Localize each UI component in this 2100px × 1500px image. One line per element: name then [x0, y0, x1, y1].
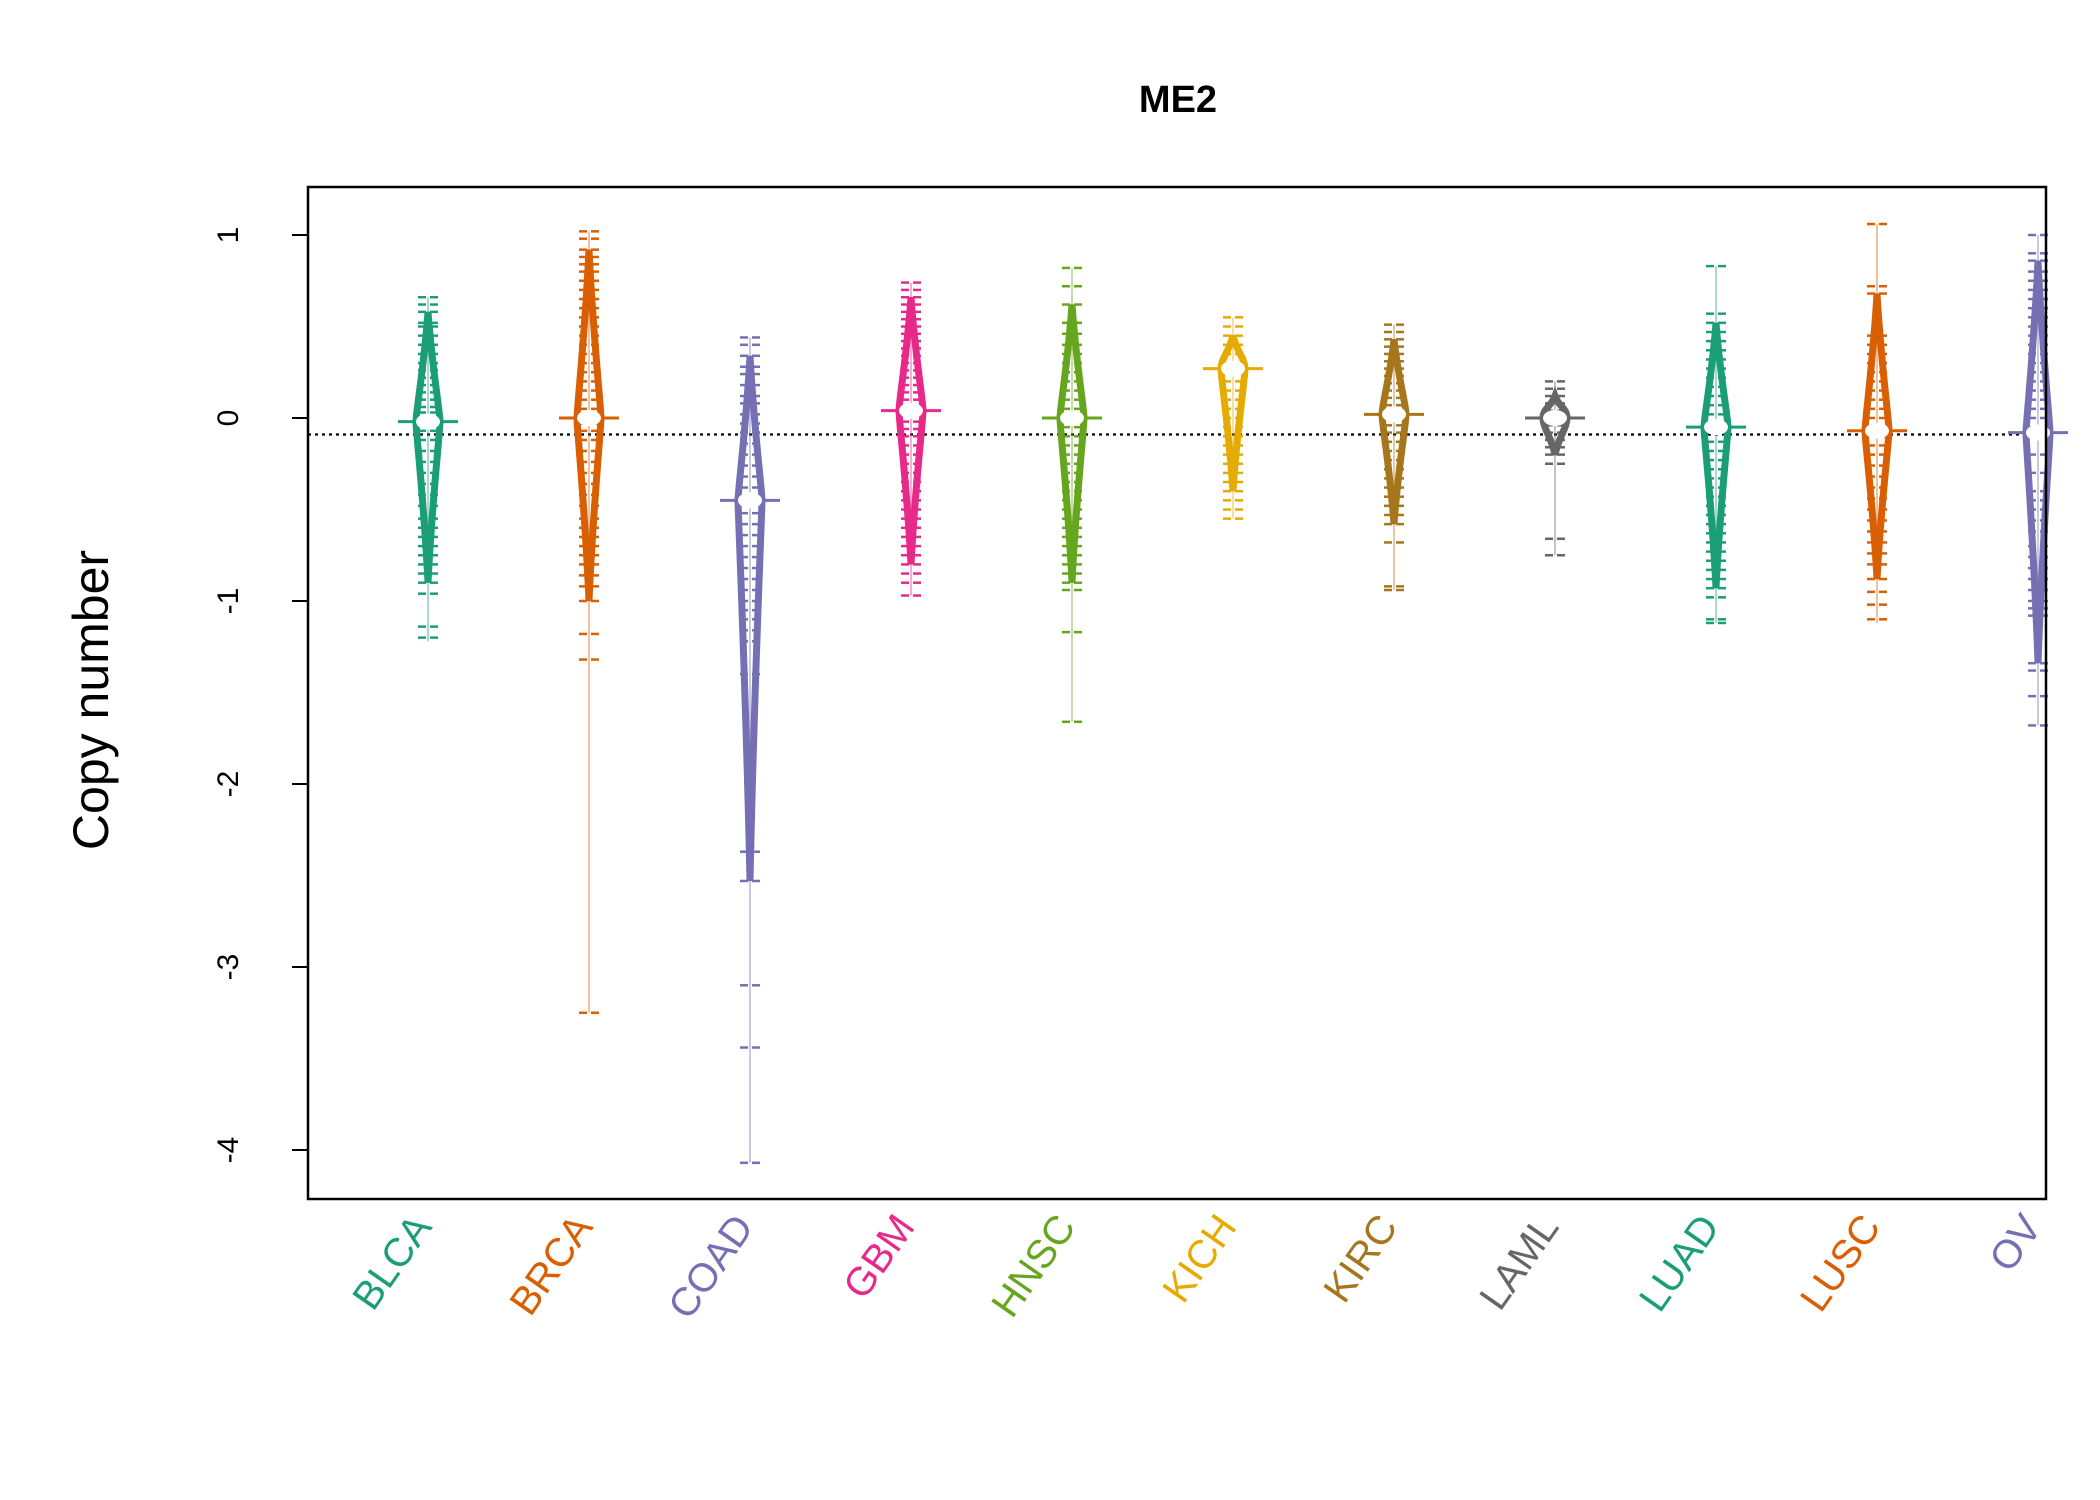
- bean-median-center: [1704, 419, 1728, 436]
- x-axis: BLCA BRCA COAD GBM HNSC KICH KIRC LAML LUAD LUSC O…: [344, 1207, 2050, 1327]
- bean-median-center: [1382, 406, 1406, 423]
- bean-hnsc: [1042, 266, 1102, 724]
- bean-ov: [2008, 233, 2068, 727]
- bean-blca: [398, 295, 458, 642]
- bean-lusc: [1847, 222, 1907, 623]
- bean-median-center: [1060, 410, 1084, 426]
- y-tick-label: -2: [212, 771, 245, 798]
- bean-luad: [1686, 264, 1746, 625]
- x-tick-label-gbm: GBM: [835, 1207, 923, 1307]
- bean-kich: [1203, 316, 1263, 520]
- bean-kirc: [1364, 323, 1424, 592]
- bean-median-center: [738, 492, 762, 509]
- y-axis: 1 0 -1 -2 -3 -4: [212, 227, 309, 1164]
- x-tick-label-kich: KICH: [1155, 1207, 1246, 1311]
- x-tick-label-luad: LUAD: [1631, 1207, 1728, 1320]
- y-axis-label: Copy number: [63, 550, 119, 850]
- y-tick-label: 1: [212, 227, 245, 244]
- x-tick-label-coad: COAD: [660, 1207, 762, 1327]
- bean-median-center: [2026, 424, 2050, 441]
- y-tick-label: -4: [212, 1137, 245, 1164]
- bean-median-center: [1543, 410, 1567, 426]
- x-tick-label-brca: BRCA: [502, 1207, 602, 1324]
- bean-gbm: [881, 281, 941, 597]
- bean-laml: [1525, 380, 1585, 557]
- bean-median-center: [899, 402, 923, 419]
- bean-median-center: [1865, 422, 1889, 439]
- x-tick-label-hnsc: HNSC: [983, 1207, 1084, 1325]
- x-tick-label-blca: BLCA: [344, 1207, 440, 1318]
- y-tick-label: -1: [212, 588, 245, 615]
- bean-median-center: [577, 410, 601, 426]
- x-tick-label-ov: OV: [1981, 1207, 2050, 1280]
- plot-frame: [306, 185, 2048, 1201]
- bean-median-center: [1221, 360, 1245, 377]
- bean-brca: [559, 230, 619, 1014]
- x-tick-label-laml: LAML: [1471, 1207, 1567, 1318]
- y-tick-label: -3: [212, 954, 245, 981]
- chart-title: ME2: [1139, 79, 1217, 121]
- x-tick-label-lusc: LUSC: [1792, 1207, 1889, 1320]
- y-tick-label: 0: [212, 410, 245, 427]
- bean-coad: [720, 336, 780, 1165]
- bean-median-center: [416, 413, 440, 430]
- x-tick-label-kirc: KIRC: [1316, 1207, 1407, 1311]
- plot-area: [308, 222, 2068, 1165]
